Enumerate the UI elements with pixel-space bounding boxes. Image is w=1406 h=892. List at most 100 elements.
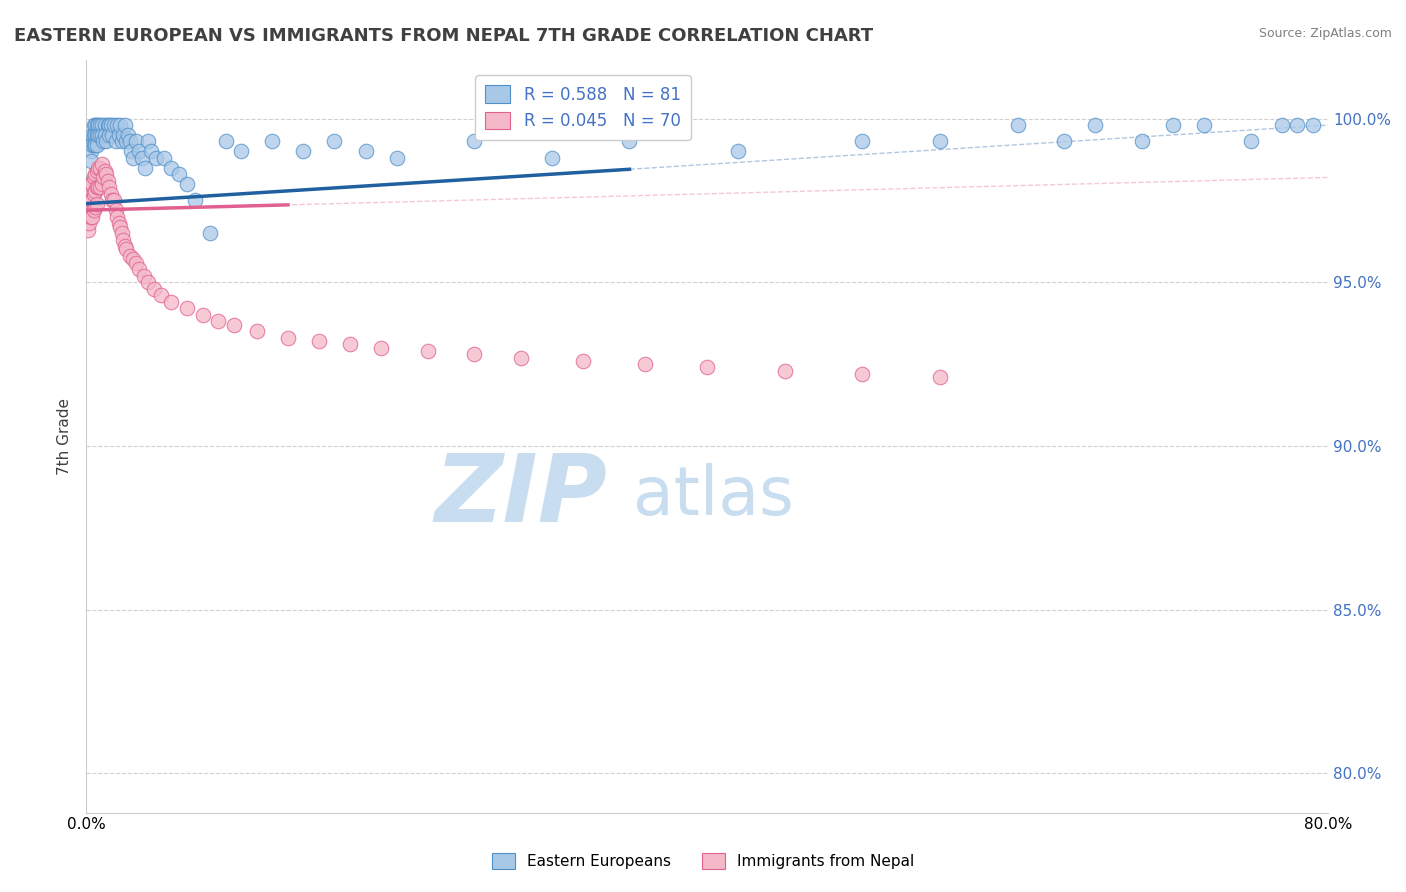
Point — [125, 135, 148, 149]
Point — [101, 128, 124, 142]
Point — [308, 334, 330, 348]
Point — [145, 151, 167, 165]
Point — [117, 128, 139, 142]
Point — [86, 128, 108, 142]
Point — [1286, 118, 1309, 132]
Point — [87, 118, 110, 132]
Point — [184, 194, 207, 208]
Point — [128, 262, 150, 277]
Point — [86, 196, 108, 211]
Point — [111, 135, 134, 149]
Point — [83, 118, 105, 132]
Point — [77, 184, 100, 198]
Point — [509, 351, 531, 365]
Point — [104, 203, 127, 218]
Point — [93, 128, 115, 142]
Point — [120, 145, 142, 159]
Point — [90, 157, 112, 171]
Point — [80, 177, 103, 191]
Point — [76, 177, 98, 191]
Point — [97, 174, 120, 188]
Point — [86, 137, 108, 152]
Point — [143, 282, 166, 296]
Point — [89, 128, 111, 142]
Point — [634, 357, 657, 371]
Legend: R = 0.588   N = 81, R = 0.045   N = 70: R = 0.588 N = 81, R = 0.045 N = 70 — [475, 76, 690, 140]
Point — [222, 318, 245, 332]
Point — [82, 137, 104, 152]
Point — [90, 128, 112, 142]
Point — [121, 252, 143, 267]
Point — [851, 135, 873, 149]
Point — [370, 341, 392, 355]
Point — [1239, 135, 1261, 149]
Point — [851, 367, 873, 381]
Point — [114, 118, 136, 132]
Point — [385, 151, 408, 165]
Point — [354, 145, 377, 159]
Point — [77, 194, 100, 208]
Point — [1192, 118, 1215, 132]
Point — [112, 128, 135, 142]
Point — [82, 177, 104, 191]
Point — [929, 370, 952, 384]
Point — [463, 347, 485, 361]
Point — [103, 118, 125, 132]
Point — [136, 275, 159, 289]
Point — [77, 203, 100, 218]
Point — [84, 184, 107, 198]
Point — [167, 167, 190, 181]
Point — [149, 288, 172, 302]
Legend: Eastern Europeans, Immigrants from Nepal: Eastern Europeans, Immigrants from Nepal — [486, 847, 920, 875]
Point — [128, 145, 150, 159]
Point — [463, 135, 485, 149]
Point — [141, 145, 163, 159]
Point — [105, 210, 128, 224]
Point — [82, 210, 104, 224]
Point — [98, 180, 121, 194]
Point — [86, 118, 108, 132]
Point — [91, 170, 114, 185]
Point — [104, 135, 127, 149]
Point — [110, 118, 132, 132]
Y-axis label: 7th Grade: 7th Grade — [58, 398, 72, 475]
Point — [323, 135, 346, 149]
Point — [87, 180, 110, 194]
Text: EASTERN EUROPEAN VS IMMIGRANTS FROM NEPAL 7TH GRADE CORRELATION CHART: EASTERN EUROPEAN VS IMMIGRANTS FROM NEPA… — [14, 27, 873, 45]
Point — [83, 137, 105, 152]
Point — [572, 353, 595, 368]
Point — [100, 118, 122, 132]
Point — [696, 360, 718, 375]
Point — [176, 301, 198, 316]
Point — [77, 203, 100, 218]
Point — [121, 151, 143, 165]
Point — [115, 135, 138, 149]
Point — [176, 177, 198, 191]
Point — [86, 164, 108, 178]
Point — [231, 145, 253, 159]
Point — [96, 135, 118, 149]
Point — [115, 243, 138, 257]
Text: Source: ZipAtlas.com: Source: ZipAtlas.com — [1258, 27, 1392, 40]
Point — [215, 135, 238, 149]
Point — [131, 151, 153, 165]
Point — [84, 128, 107, 142]
Point — [619, 135, 641, 149]
Point — [87, 128, 110, 142]
Point — [1084, 118, 1107, 132]
Point — [84, 167, 107, 181]
Point — [96, 167, 118, 181]
Point — [540, 151, 562, 165]
Point — [93, 164, 115, 178]
Point — [277, 331, 299, 345]
Point — [82, 128, 104, 142]
Point — [89, 161, 111, 175]
Point — [83, 128, 105, 142]
Point — [100, 186, 122, 201]
Point — [132, 268, 155, 283]
Point — [76, 210, 98, 224]
Point — [1130, 135, 1153, 149]
Point — [98, 118, 121, 132]
Point — [76, 223, 98, 237]
Point — [83, 203, 105, 218]
